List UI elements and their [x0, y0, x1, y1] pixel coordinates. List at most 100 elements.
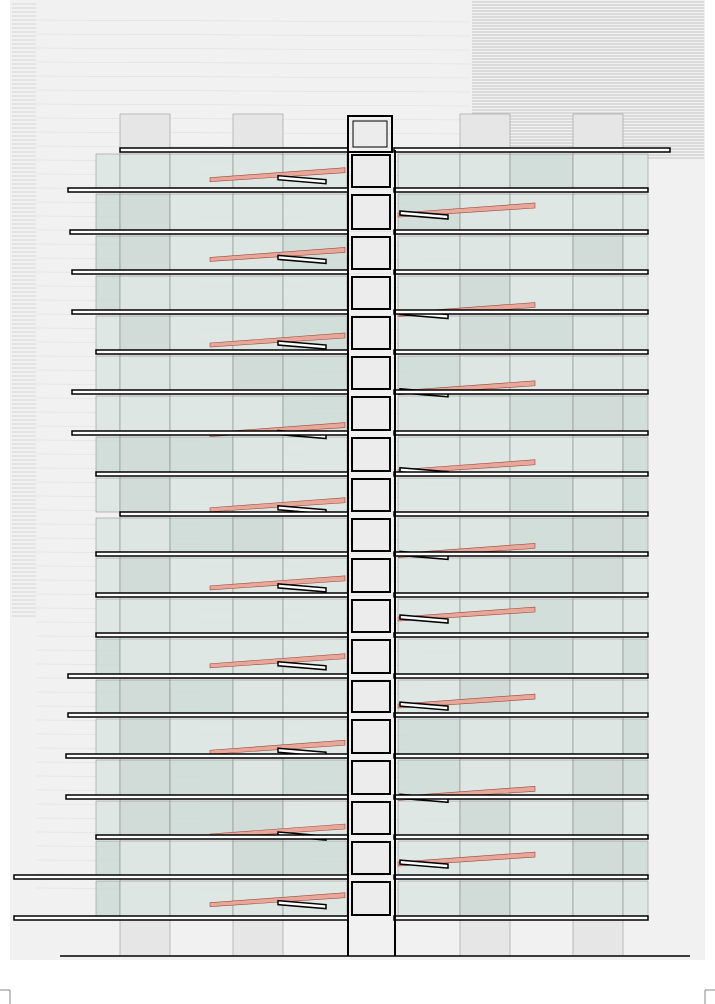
glass-panel [119, 718, 171, 755]
core-cell [351, 194, 391, 230]
crop-marks [0, 989, 715, 1004]
glass-panel [95, 193, 121, 231]
faint-line [35, 47, 471, 51]
glass-panel [459, 638, 511, 675]
glass-panel [119, 355, 171, 391]
glass-panel [572, 679, 624, 714]
slab-right [393, 712, 649, 718]
glass-panel [282, 355, 348, 391]
slab-right [393, 269, 649, 275]
glass-panel [572, 315, 624, 351]
glass-panel [95, 477, 121, 513]
slab-left [67, 187, 349, 193]
glass-panel [397, 638, 461, 675]
glass-panel [169, 759, 234, 796]
glass-panel [572, 235, 624, 271]
glass-panel [397, 153, 461, 189]
slab-left [95, 632, 349, 638]
faint-line [35, 75, 471, 79]
glass-panel [622, 800, 649, 836]
slab-right [393, 349, 649, 355]
glass-panel [169, 638, 234, 675]
slab-right [393, 673, 649, 679]
glass-panel [95, 718, 121, 755]
glass-panel [572, 355, 624, 391]
glass-panel [572, 840, 624, 876]
glass-panel [459, 800, 511, 836]
glass-panel [169, 436, 234, 473]
glass-panel [572, 759, 624, 796]
glass-panel [119, 275, 171, 311]
glass-panel [397, 395, 461, 432]
glass-panel [397, 759, 461, 796]
slab-left [67, 712, 349, 718]
glass-panel [509, 153, 574, 189]
slab-left [95, 834, 349, 840]
glass-panel [622, 840, 649, 876]
glass-panel [282, 679, 348, 714]
glass-panel [169, 395, 234, 432]
glass-panel [95, 638, 121, 675]
stair-landing [277, 583, 327, 593]
glass-panel [95, 598, 121, 634]
slab-left [95, 349, 349, 355]
core-cell [351, 316, 391, 350]
slab-right [393, 511, 649, 517]
glass-panel [572, 718, 624, 755]
glass-panel [397, 315, 461, 351]
glass-panel [169, 235, 234, 271]
glass-panel [509, 598, 574, 634]
glass-panel [622, 598, 649, 634]
glass-panel [397, 275, 461, 311]
ramp [209, 497, 346, 513]
glass-panel [169, 275, 234, 311]
glass-panel [119, 557, 171, 594]
glass-panel [459, 315, 511, 351]
glass-panel [232, 436, 284, 473]
glass-panel [622, 477, 649, 513]
glass-panel [119, 880, 171, 917]
slab-left [119, 511, 349, 517]
glass-panel [459, 275, 511, 311]
glass-panel [119, 679, 171, 714]
ramp [209, 332, 346, 348]
slab-right [393, 187, 649, 193]
slab-right [393, 874, 649, 880]
core-cell [351, 154, 391, 188]
glass-panel [169, 679, 234, 714]
glass-panel [119, 436, 171, 473]
glass-panel [232, 275, 284, 311]
glass-panel [169, 193, 234, 231]
glass-panel [509, 395, 574, 432]
ramp [209, 653, 346, 669]
glass-panel [509, 880, 574, 917]
glass-panel [232, 679, 284, 714]
glass-panel [509, 315, 574, 351]
glass-panel [397, 718, 461, 755]
glass-panel [397, 800, 461, 836]
faint-line [35, 33, 471, 37]
glass-panel [509, 477, 574, 513]
slab-right [393, 389, 649, 395]
glass-panel [572, 880, 624, 917]
glass-panel [572, 517, 624, 553]
glass-panel [95, 275, 121, 311]
core-top [347, 115, 393, 153]
glass-panel [572, 436, 624, 473]
glass-panel [95, 395, 121, 432]
glass-panel [119, 517, 171, 553]
core-cell [351, 518, 391, 552]
glass-panel [459, 718, 511, 755]
core-cell [351, 801, 391, 835]
slab-right [393, 551, 649, 557]
glass-panel [622, 557, 649, 594]
glass-panel [572, 598, 624, 634]
ramp [209, 892, 346, 907]
slab-left [65, 753, 349, 759]
glass-panel [232, 355, 284, 391]
glass-panel [95, 517, 121, 553]
stair-landing [277, 660, 327, 671]
core-cell [351, 356, 391, 390]
glass-panel [169, 153, 234, 189]
glass-panels [95, 113, 649, 957]
